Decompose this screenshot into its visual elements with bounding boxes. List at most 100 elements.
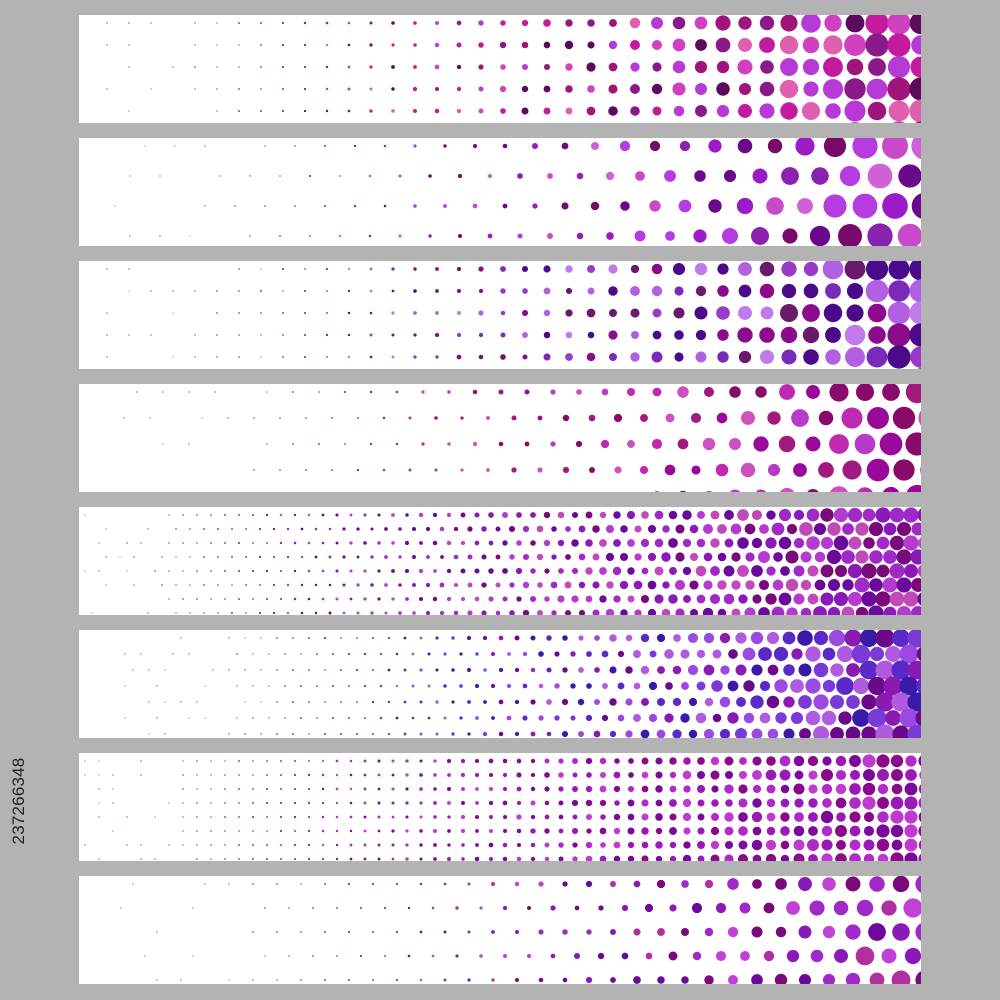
dot (876, 564, 890, 578)
dot (478, 354, 484, 360)
dot (672, 60, 686, 74)
dot (483, 700, 487, 704)
dot (599, 827, 607, 835)
dot (433, 857, 437, 861)
dot (460, 758, 466, 764)
dot (918, 784, 921, 794)
dot (459, 684, 463, 688)
dot (260, 268, 262, 270)
dot (349, 787, 353, 791)
dot (413, 21, 417, 25)
dot (530, 786, 536, 792)
dot (564, 581, 572, 589)
dot (307, 857, 311, 861)
dot (128, 290, 130, 292)
dot (335, 541, 339, 545)
dot (543, 85, 551, 93)
dot (500, 266, 506, 272)
dot (904, 852, 918, 861)
stock-id-label: 237266348 (9, 757, 28, 845)
dot (759, 712, 771, 724)
dot (279, 569, 283, 573)
dot (621, 952, 629, 960)
dot (383, 906, 387, 910)
dot (369, 43, 373, 47)
dot (899, 676, 919, 696)
dot (530, 758, 536, 764)
dot (502, 568, 508, 574)
dot (363, 787, 367, 791)
dot (578, 553, 586, 561)
dot (391, 21, 395, 25)
dot (305, 417, 307, 419)
dot (677, 386, 689, 398)
dot (909, 301, 921, 325)
dot (648, 681, 658, 691)
dot (451, 732, 455, 736)
dot (896, 549, 912, 565)
dot (875, 692, 895, 712)
dot (745, 580, 755, 590)
dot (128, 44, 130, 46)
dot (307, 513, 311, 517)
dot (945, 535, 960, 550)
dot (106, 132, 107, 133)
dot (216, 356, 218, 358)
dot (835, 783, 847, 795)
dot (530, 667, 536, 673)
dot (716, 412, 728, 424)
dot (502, 596, 508, 602)
dot (565, 353, 573, 361)
dot (875, 507, 891, 523)
dot (717, 263, 729, 275)
dot (587, 331, 595, 339)
dot (377, 625, 380, 628)
dot (759, 15, 775, 31)
dot (641, 623, 648, 630)
dot (670, 870, 677, 877)
dot (321, 857, 325, 861)
dot (806, 385, 820, 399)
dot (710, 840, 720, 850)
dot (833, 996, 848, 1000)
dot (863, 839, 875, 851)
dot (848, 536, 862, 550)
dot (710, 770, 720, 780)
dot (172, 312, 174, 314)
dot (231, 584, 233, 586)
dot (635, 171, 645, 181)
dot (565, 107, 573, 115)
dot (869, 646, 885, 662)
dot (852, 138, 878, 159)
dot (664, 464, 676, 476)
dot (292, 495, 294, 497)
dot (527, 906, 531, 910)
dot (370, 555, 374, 559)
dot (689, 608, 699, 615)
dot (717, 552, 727, 562)
dot (356, 611, 360, 615)
dot (857, 996, 873, 1000)
dot (293, 569, 297, 573)
dot (846, 304, 864, 322)
dot (609, 634, 617, 642)
dot (585, 714, 593, 722)
dot (279, 541, 283, 545)
dot (737, 59, 753, 75)
banner-3 (79, 261, 954, 369)
dot (897, 223, 921, 246)
dot (931, 345, 954, 368)
dot (875, 660, 895, 680)
dot (618, 747, 625, 754)
dot (835, 853, 847, 861)
dot (798, 925, 812, 939)
dot (971, 192, 998, 219)
dot (892, 876, 910, 893)
dot (940, 875, 958, 893)
dot (839, 165, 861, 187)
dot (610, 881, 616, 887)
dot (845, 15, 865, 33)
banner-background (79, 384, 921, 492)
dot (829, 486, 849, 492)
dot (805, 710, 821, 726)
